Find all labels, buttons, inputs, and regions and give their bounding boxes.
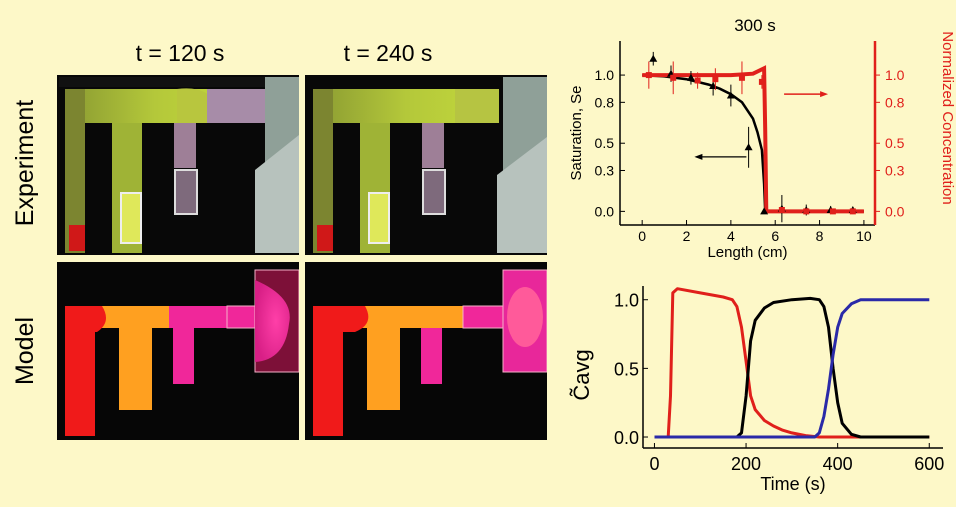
chart1-point-triangle <box>744 143 753 151</box>
saturation-chart: 300 s 0.0 0.3 0.5 0.8 1.0 0.0 0.3 0.5 0.8 1.0 0 2 4 6 8… <box>568 16 955 261</box>
chart2-x-tick-label: 400 <box>823 454 853 474</box>
chart1-point-square <box>694 77 701 84</box>
model-sim-240 <box>305 262 547 440</box>
chart1-x-tick-label: 4 <box>727 228 735 244</box>
chart1-y-tick-label: 0.3 <box>595 162 615 178</box>
chart1-arrowhead-right <box>820 91 829 98</box>
clear-vial <box>174 169 198 215</box>
chart1-ylabel: Saturation, Se <box>568 85 585 180</box>
chart1-point-square <box>829 208 836 215</box>
concentration-time-chart: 0.0 0.5 1.0 0 200 400 600 Time (s) C̃avg <box>569 286 944 494</box>
chart1-point-square <box>758 78 765 85</box>
experiment-photo-240 <box>305 75 547 255</box>
chart2-y-tick-label: 0.0 <box>614 428 639 448</box>
chart2-series-black <box>654 296 930 439</box>
chart1-series-line-2 <box>642 65 864 214</box>
chart1-x-tick-label: 6 <box>771 228 779 244</box>
chart1-yr-tick-label: 0.0 <box>885 203 905 219</box>
chart1-y-tick-label: 0.0 <box>595 203 615 219</box>
chart1-point-square <box>712 76 719 83</box>
row-label-model: Model <box>11 316 39 386</box>
chart2-series-blue <box>654 298 930 439</box>
chart1-arrowhead-left <box>694 153 703 160</box>
chart1-point-square <box>778 207 785 214</box>
model-sim-120 <box>57 262 299 440</box>
chart1-ylabel-right: Normalized Concentration <box>939 31 955 204</box>
chart1-point-triangle <box>649 54 658 62</box>
chart1-y-tick-label: 0.5 <box>595 135 615 151</box>
chart2-x-tick-label: 200 <box>731 454 761 474</box>
chart2-series-red <box>654 287 930 439</box>
chart1-point-square <box>645 72 652 79</box>
chart1-series-line-0 <box>642 73 864 213</box>
time-label-120: t = 120 s <box>135 40 225 66</box>
chart2-y-tick-label: 1.0 <box>614 291 639 311</box>
chart1-point-triangle <box>726 91 735 99</box>
chart1-point-triangle <box>686 73 695 81</box>
chart1-point-square <box>670 74 677 81</box>
chart1-y-tick-label: 1.0 <box>595 67 615 83</box>
row-label-experiment: Experiment <box>11 99 39 227</box>
chart1-x-tick-label: 2 <box>683 228 691 244</box>
chart1-yr-tick-label: 1.0 <box>885 67 905 83</box>
chart2-x-tick-label: 600 <box>914 454 944 474</box>
time-label-240: t = 240 s <box>343 40 433 66</box>
chart1-point-triangle <box>760 207 769 215</box>
red-well <box>69 225 85 251</box>
chart1-yr-tick-label: 0.8 <box>885 94 905 110</box>
chart1-yr-tick-label: 0.3 <box>885 162 905 178</box>
chart1-y-tick-label: 0.8 <box>595 94 615 110</box>
chart2-x-tick-label: 0 <box>649 454 659 474</box>
yellow-vial <box>120 192 142 244</box>
chart1-x-tick-label: 0 <box>638 228 646 244</box>
chart1-title: 300 s <box>734 16 776 35</box>
chart1-point-square <box>849 208 856 215</box>
chart1-point-square <box>803 208 810 215</box>
chart1-yr-tick-label: 0.5 <box>885 135 905 151</box>
experiment-photo-120 <box>57 75 299 255</box>
chart2-y-tick-label: 0.5 <box>614 359 639 379</box>
chart1-point-square <box>738 74 745 81</box>
chart1-xlabel: Length (cm) <box>707 244 787 261</box>
chart1-x-tick-label: 8 <box>816 228 824 244</box>
chart2-ylabel: C̃avg <box>569 349 594 400</box>
chart2-xlabel: Time (s) <box>760 474 825 494</box>
chart1-x-tick-label: 10 <box>856 228 872 244</box>
